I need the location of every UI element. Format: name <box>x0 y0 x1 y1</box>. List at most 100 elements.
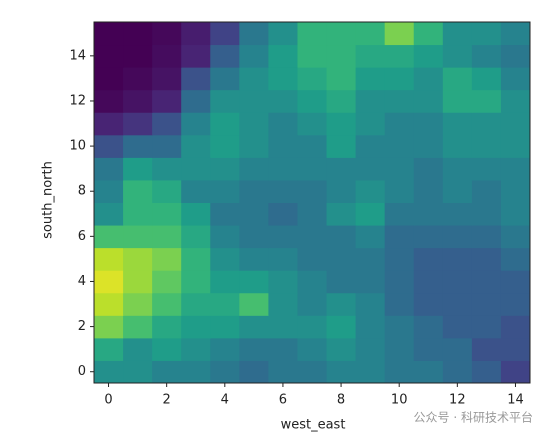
heatmap-cell <box>181 179 211 203</box>
heatmap-cell <box>239 112 269 136</box>
heatmap-cell <box>326 67 357 91</box>
heatmap-cell <box>210 67 240 91</box>
heatmap-cell <box>181 157 211 181</box>
heatmap-cell <box>500 202 531 226</box>
heatmap-cell <box>210 157 240 181</box>
heatmap-cell <box>471 134 502 158</box>
heatmap-cell <box>181 134 211 158</box>
heatmap-cell <box>500 270 531 294</box>
heatmap-cell <box>268 292 298 316</box>
heatmap-cell <box>355 270 386 294</box>
heatmap-cell <box>181 292 211 316</box>
heatmap-cell <box>442 247 473 271</box>
heatmap-cell <box>94 134 124 158</box>
heatmap-cell <box>442 315 473 339</box>
heatmap-cell <box>471 89 502 113</box>
heatmap-cell <box>123 360 153 384</box>
heatmap-cell <box>355 67 386 91</box>
heatmap-cell <box>152 134 182 158</box>
heatmap-cell <box>326 44 357 68</box>
heatmap-cell <box>94 202 124 226</box>
heatmap-cell <box>326 270 357 294</box>
heatmap-cell <box>442 112 473 136</box>
heatmap-cell <box>500 360 531 384</box>
heatmap-cell <box>413 179 444 203</box>
heatmap-cell <box>297 247 328 271</box>
heatmap-cell <box>442 225 473 249</box>
heatmap-cell <box>123 44 153 68</box>
heatmap-cell <box>210 337 240 361</box>
heatmap-cell <box>326 134 357 158</box>
heatmap-cell <box>500 225 531 249</box>
heatmap-cell <box>384 337 415 361</box>
heatmap-cell <box>94 22 124 46</box>
heatmap-cell <box>152 22 182 46</box>
heatmap-cell <box>210 112 240 136</box>
heatmap-cell <box>413 315 444 339</box>
heatmap-cell <box>442 202 473 226</box>
heatmap-cell <box>239 360 269 384</box>
heatmap-cell <box>413 270 444 294</box>
heatmap-cell <box>413 225 444 249</box>
heatmap-cell <box>239 44 269 68</box>
heatmap-cell <box>94 179 124 203</box>
heatmap-cell <box>413 67 444 91</box>
heatmap-cell <box>94 315 124 339</box>
heatmap-cell <box>355 225 386 249</box>
heatmap-cell <box>471 270 502 294</box>
heatmap-cell <box>500 315 531 339</box>
heatmap-cell <box>181 112 211 136</box>
heatmap-cell <box>500 89 531 113</box>
heatmap-cell <box>210 179 240 203</box>
heatmap-cell <box>210 89 240 113</box>
heatmap-cell <box>123 292 153 316</box>
heatmap-cell <box>384 134 415 158</box>
heatmap-cell <box>152 292 182 316</box>
heatmap-cell <box>297 157 328 181</box>
heatmap-cell <box>239 89 269 113</box>
heatmap-cell <box>413 247 444 271</box>
heatmap-cell <box>239 315 269 339</box>
heatmap-cell <box>355 22 386 46</box>
heatmap-cell <box>297 337 328 361</box>
heatmap-cell <box>123 202 153 226</box>
heatmap-cell <box>471 179 502 203</box>
heatmap-cell <box>326 315 357 339</box>
heatmap-cell <box>152 202 182 226</box>
heatmap-cell <box>442 360 473 384</box>
heatmap-cell <box>123 89 153 113</box>
heatmap-cell <box>471 225 502 249</box>
heatmap-cell <box>239 337 269 361</box>
heatmap-cell <box>94 270 124 294</box>
heatmap-cell <box>500 134 531 158</box>
heatmap-cell <box>384 67 415 91</box>
y-axis-label: south_north <box>41 161 56 239</box>
heatmap-cell <box>384 360 415 384</box>
y-tick-label: 0 <box>78 364 86 379</box>
heatmap-cell <box>123 134 153 158</box>
heatmap-cell <box>471 67 502 91</box>
heatmap-cell <box>500 112 531 136</box>
y-tick-label: 2 <box>78 319 86 334</box>
heatmap-cell <box>181 360 211 384</box>
heatmap-cell <box>94 157 124 181</box>
heatmap-cell <box>152 112 182 136</box>
y-tick-label: 4 <box>78 274 86 289</box>
heatmap-cell <box>181 67 211 91</box>
heatmap-cell <box>384 225 415 249</box>
heatmap-cell <box>181 315 211 339</box>
heatmap-cell <box>181 270 211 294</box>
heatmap-cell <box>268 179 298 203</box>
heatmap-cell <box>384 89 415 113</box>
heatmap-cell <box>471 22 502 46</box>
heatmap-cell <box>326 360 357 384</box>
heatmap-cell <box>152 225 182 249</box>
heatmap-cell <box>442 67 473 91</box>
heatmap-cell <box>355 292 386 316</box>
heatmap-cell <box>384 179 415 203</box>
heatmap-cell <box>471 202 502 226</box>
heatmap-cell <box>326 247 357 271</box>
heatmap-cell <box>355 89 386 113</box>
heatmap-cell <box>268 270 298 294</box>
heatmap-cell <box>239 247 269 271</box>
